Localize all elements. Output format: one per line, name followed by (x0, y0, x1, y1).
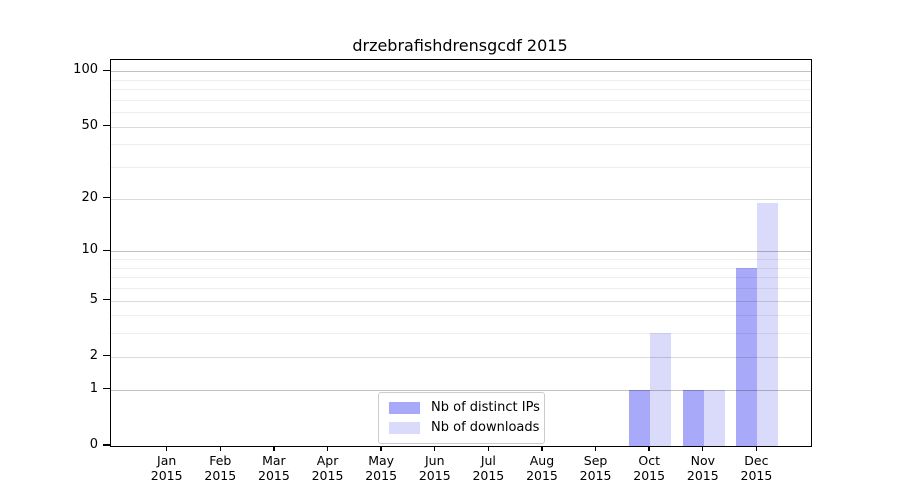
x-tick-mar (273, 446, 275, 451)
legend: Nb of distinct IPs Nb of downloads (378, 392, 545, 444)
x-tick-sep (594, 446, 597, 451)
bar-downloads-dec (757, 202, 779, 446)
gridline-2 (111, 356, 811, 358)
x-tick-jan (166, 446, 168, 451)
y-tick-20 (103, 197, 110, 199)
y-tick-label-50: 50 (81, 117, 98, 133)
gridline-90 (111, 79, 811, 81)
x-tick-feb (219, 446, 221, 451)
bar-downloads-oct (650, 333, 672, 446)
y-tick-label-5: 5 (89, 291, 98, 307)
gridline-100 (111, 71, 811, 73)
x-tick-oct (648, 446, 650, 451)
y-tick-label-20: 20 (81, 189, 98, 205)
x-tick-apr (326, 446, 329, 451)
x-tick-jun (434, 446, 436, 451)
y-tick-50 (103, 125, 110, 127)
x-tick-label-jan: Jan 2015 (150, 453, 183, 483)
bar-distinct-ips-dec (736, 267, 758, 446)
bar-distinct-ips-oct (629, 389, 651, 446)
gridline-1 (111, 389, 811, 391)
y-tick-label-1: 1 (89, 380, 98, 396)
x-tick-may (380, 446, 382, 451)
chart-title: drzebrafishdrensgcdf 2015 (352, 36, 568, 55)
gridline-9 (111, 259, 811, 261)
x-tick-dec (755, 446, 758, 451)
gridline-70 (111, 99, 811, 101)
gridline-50 (111, 126, 811, 128)
x-tick-jul (487, 446, 490, 451)
x-tick-aug (541, 446, 543, 451)
x-tick-label-nov: Nov 2015 (686, 453, 719, 483)
x-tick-label-oct: Oct 2015 (633, 453, 666, 483)
bar-distinct-ips-nov (682, 389, 704, 446)
legend-item-distinct-ips: Nb of distinct IPs (379, 398, 544, 418)
y-tick-10 (103, 249, 110, 251)
gridline-8 (111, 267, 811, 269)
gridline-6 (111, 287, 811, 289)
x-tick-label-aug: Aug 2015 (526, 453, 558, 483)
y-tick-2 (103, 355, 110, 357)
x-tick-label-may: May 2015 (365, 453, 398, 483)
y-tick-label-2: 2 (89, 347, 98, 363)
gridline-20 (111, 198, 811, 200)
y-tick-5 (103, 298, 110, 301)
plot-area (110, 59, 812, 447)
legend-item-downloads: Nb of downloads (379, 418, 544, 438)
y-tick-1 (103, 388, 110, 390)
x-tick-nov (702, 446, 704, 451)
y-tick-label-100: 100 (73, 62, 98, 78)
y-tick-100 (103, 69, 110, 71)
gridline-4 (111, 315, 811, 317)
grid-layer (111, 60, 811, 446)
gridline-80 (111, 89, 811, 91)
x-tick-label-apr: Apr 2015 (311, 453, 344, 483)
legend-label-downloads: Nb of downloads (431, 420, 540, 435)
gridline-30 (111, 167, 811, 169)
bars-layer (111, 60, 811, 446)
legend-swatch-downloads (389, 422, 420, 434)
x-tick-label-dec: Dec 2015 (740, 453, 773, 483)
gridline-3 (111, 333, 811, 335)
legend-swatch-distinct-ips (389, 402, 420, 414)
y-tick-label-10: 10 (81, 242, 98, 258)
y-tick-label-0: 0 (89, 437, 98, 452)
x-tick-label-feb: Feb 2015 (204, 453, 237, 483)
x-tick-label-jul: Jul 2015 (472, 453, 505, 483)
y-tick-0 (103, 444, 110, 446)
gridline-5 (111, 300, 811, 302)
legend-label-distinct-ips: Nb of distinct IPs (431, 400, 540, 415)
gridline-10 (111, 251, 811, 253)
gridline-60 (111, 112, 811, 114)
bar-downloads-nov (703, 389, 725, 446)
gridline-7 (111, 277, 811, 279)
x-tick-label-sep: Sep 2015 (579, 453, 612, 483)
x-tick-label-jun: Jun 2015 (418, 453, 451, 483)
gridline-40 (111, 144, 811, 146)
x-tick-label-mar: Mar 2015 (258, 453, 290, 483)
